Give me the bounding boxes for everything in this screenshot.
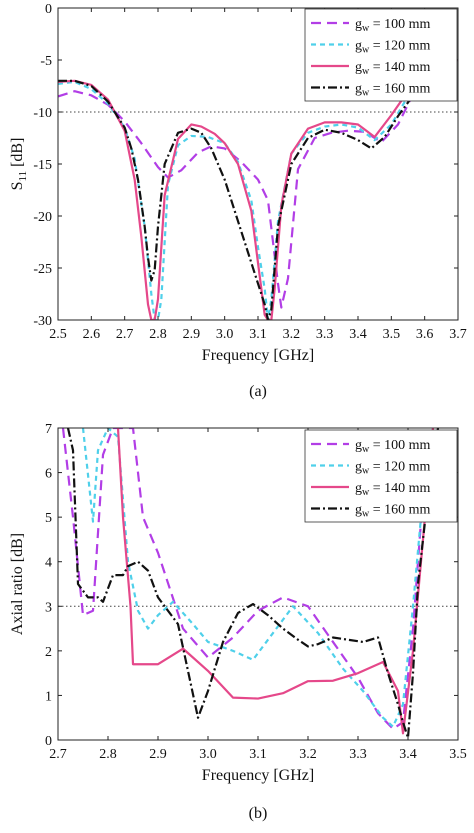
legend-entry-gw-140: gw = 140 mm	[355, 481, 431, 498]
series-line-gw-160	[66, 428, 440, 739]
legend-entry-gw-100: gw = 100 mm	[355, 438, 431, 455]
y-tick-label: -20	[33, 210, 52, 225]
y-tick-label: -10	[33, 106, 52, 121]
chart-panel-b: 2.7 2.8 2.9 3.0 3.1 3.2 3.3 3.4 3.5 0 1 2 3 4 5 6 7 Frequ…	[9, 422, 467, 822]
y-tick-label: 4	[45, 556, 52, 571]
legend-entry-gw-160: gw = 160 mm	[355, 503, 431, 520]
x-axis-label: Frequency [GHz]	[202, 347, 314, 364]
legend-entry-gw-120: gw = 120 mm	[355, 39, 431, 56]
y-tick-label: -15	[33, 158, 52, 173]
x-tick-label: 3.2	[283, 327, 301, 342]
panel-caption: (a)	[249, 383, 267, 400]
legend: gw = 100 mm gw = 120 mm gw = 140 mm gw = 16…	[304, 429, 458, 523]
series-line-gw-120	[58, 58, 458, 320]
legend-entry-gw-160: gw = 160 mm	[355, 82, 431, 99]
y-tick-label: 3	[45, 600, 52, 615]
y-tick-label: 6	[45, 467, 52, 482]
series-group	[58, 58, 458, 320]
legend-entry-gw-140: gw = 140 mm	[355, 60, 431, 77]
x-tick-label: 2.6	[83, 327, 101, 342]
x-tick-label: 3.5	[383, 327, 401, 342]
series-line-gw-140	[58, 58, 458, 320]
x-tick-label: 3.0	[199, 747, 217, 762]
panel-caption: (b)	[249, 805, 268, 822]
x-tick-label: 3.1	[249, 747, 267, 762]
x-tick-label: 3.4	[399, 747, 417, 762]
x-tick-label: 3.3	[316, 327, 334, 342]
series-line-gw-120	[81, 428, 435, 728]
y-tick-label: -5	[40, 54, 52, 69]
y-axis-label: S11 [dB]	[9, 138, 29, 191]
x-tick-label: 2.9	[149, 747, 167, 762]
series-line-gw-100	[61, 428, 435, 730]
x-tick-label: 3.1	[249, 327, 267, 342]
y-axis-label: Axial ratio [dB]	[9, 533, 26, 635]
legend-box	[304, 429, 458, 523]
x-tick-label: 3.5	[449, 747, 467, 762]
x-tick-label: 2.8	[99, 747, 117, 762]
x-tick-label: 3.7	[449, 327, 467, 342]
series-line-gw-160	[58, 59, 458, 320]
legend: gw = 100 mm gw = 120 mm gw = 140 mm gw = 16…	[304, 8, 458, 102]
x-tick-label: 2.7	[116, 327, 134, 342]
x-tick-label: 2.9	[183, 327, 201, 342]
x-tick-label: 3.3	[349, 747, 367, 762]
y-tick-label: -25	[33, 262, 52, 277]
chart-panel-a: 2.5 2.6 2.7 2.8 2.9 3.0 3.1 3.2 3.3 3.4 3.5 3.6 3.7 0…	[9, 2, 467, 400]
y-tick-label: -30	[33, 314, 52, 329]
y-tick-label: 1	[45, 689, 52, 704]
legend-entry-gw-100: gw = 100 mm	[355, 17, 431, 34]
x-tick-label: 3.2	[299, 747, 317, 762]
x-tick-label: 3.0	[216, 327, 234, 342]
series-line-gw-140	[116, 428, 435, 735]
x-tick-label: 2.7	[49, 747, 67, 762]
y-tick-label: 0	[45, 2, 52, 17]
y-tick-label: 5	[45, 511, 52, 526]
x-tick-label: 3.4	[349, 327, 367, 342]
legend-entry-gw-120: gw = 120 mm	[355, 460, 431, 477]
x-axis-label: Frequency [GHz]	[202, 767, 314, 784]
y-tick-label: 0	[45, 734, 52, 749]
x-tick-label: 2.5	[49, 327, 67, 342]
y-tick-label: 7	[45, 422, 52, 437]
x-tick-label: 3.6	[416, 327, 434, 342]
series-group	[61, 428, 440, 739]
y-tick-label: 2	[45, 645, 52, 660]
x-tick-label: 2.8	[149, 327, 167, 342]
legend-box	[304, 8, 458, 102]
